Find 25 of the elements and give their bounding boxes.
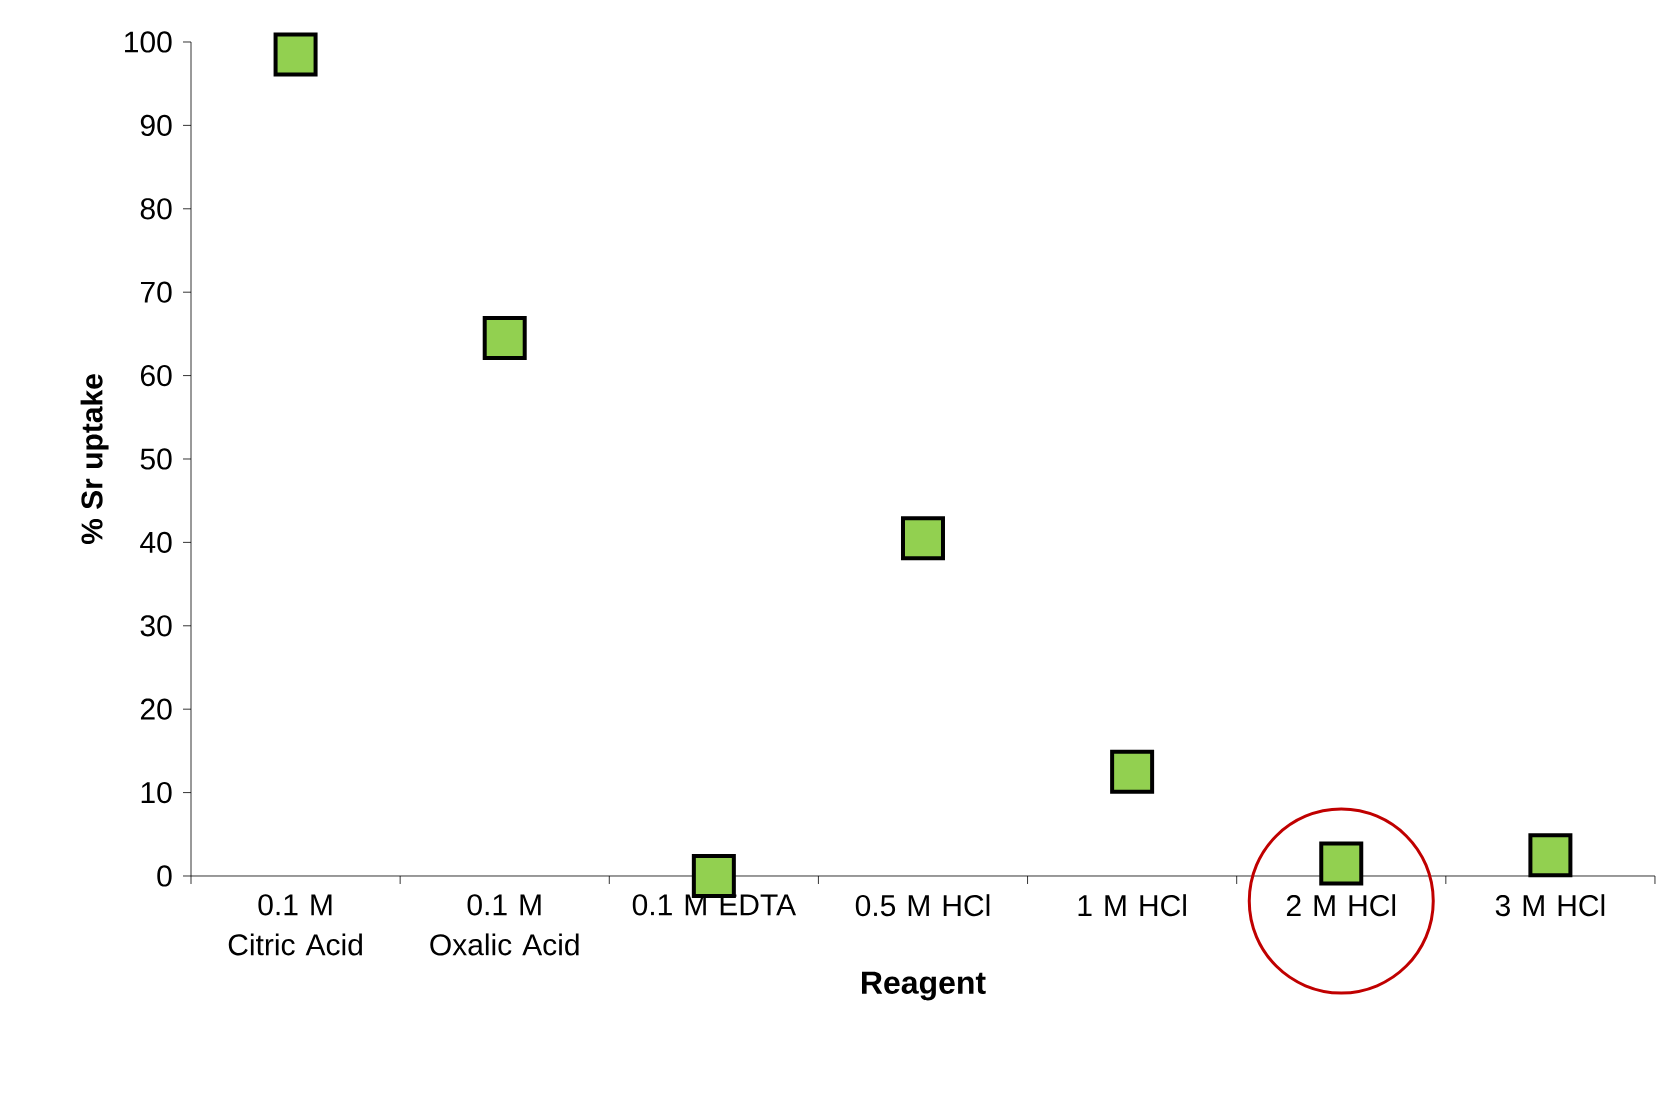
y-tick-label: 50 — [140, 448, 172, 470]
x-tick-label: 2 M HCl — [1286, 894, 1396, 917]
x-tick-label: 0.5 M HCl — [855, 894, 990, 917]
x-tick-label: 3 M HCl — [1495, 894, 1605, 917]
x-tick-label: 0.1 M Oxalic Acid — [430, 894, 579, 956]
y-axis-title: % Sr uptake — [80, 374, 109, 545]
x-tick-label: 0.1 M Citric Acid — [228, 894, 362, 956]
y-tick-label: 100 — [125, 31, 172, 53]
y-tick-label: 40 — [140, 531, 172, 554]
point — [1110, 749, 1155, 794]
y-tick-label: 90 — [140, 114, 172, 137]
y-tick-label: 30 — [140, 615, 172, 637]
y-tick-label: 70 — [140, 281, 172, 303]
y-tick-label: 10 — [141, 781, 172, 804]
point — [1528, 833, 1573, 878]
y-tick-label: 20 — [140, 698, 172, 720]
point — [273, 32, 318, 77]
y-tick-label: 80 — [140, 198, 172, 220]
point — [1319, 841, 1364, 886]
x-axis-title: Reagent — [861, 971, 986, 1001]
point — [482, 316, 527, 361]
y-tick-label: 0 — [157, 865, 172, 887]
point — [900, 516, 945, 561]
x-tick-label: 1 M HCl — [1078, 894, 1186, 917]
y-tick-label: 60 — [140, 364, 172, 387]
